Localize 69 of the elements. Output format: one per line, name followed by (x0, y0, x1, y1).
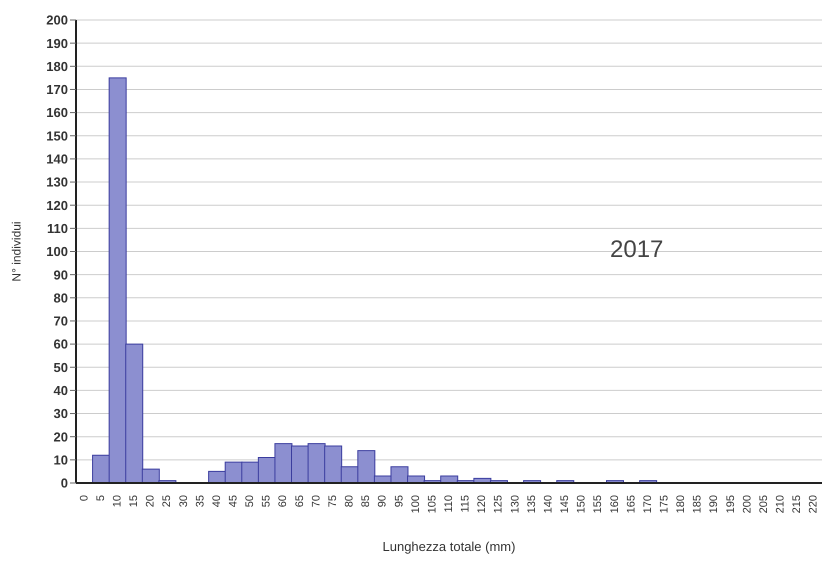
y-tick-label: 140 (46, 152, 68, 167)
annotation: 2017 (610, 236, 664, 264)
x-tick-label: 65 (294, 495, 306, 508)
x-tick-label: 30 (178, 495, 190, 508)
x-tick-label: 145 (559, 495, 572, 514)
x-tick-label: 40 (210, 495, 223, 508)
y-axis-title: N° individui (9, 221, 24, 282)
x-tick-label: 95 (393, 495, 406, 508)
y-tick-label: 60 (54, 336, 68, 352)
x-tick-label: 45 (227, 495, 240, 508)
x-tick-label: 75 (326, 495, 339, 508)
y-tick-label: 80 (54, 290, 68, 306)
x-tick-label: 155 (592, 495, 604, 514)
x-tick-label: 80 (344, 495, 356, 508)
x-tick-label: 165 (625, 495, 638, 514)
y-tick-label: 190 (46, 36, 68, 51)
x-tick-label: 125 (492, 495, 505, 514)
x-tick-label: 135 (526, 495, 538, 514)
x-tick-label: 220 (808, 495, 820, 514)
x-tick-label: 60 (277, 495, 290, 508)
y-tick-label: 130 (46, 174, 68, 190)
x-tick-label: 160 (608, 495, 621, 514)
y-tick-label: 120 (46, 198, 68, 213)
x-tick-label: 180 (675, 495, 688, 514)
x-tick-label: 90 (376, 495, 389, 508)
x-tick-label: 190 (708, 495, 720, 514)
y-tick-label: 10 (54, 452, 68, 468)
y-tick-label: 170 (46, 82, 68, 98)
x-tick-label: 195 (724, 495, 737, 514)
y-tick-label: 50 (54, 360, 68, 375)
x-tick-label: 25 (161, 495, 174, 508)
y-tick-label: 20 (54, 429, 68, 444)
x-tick-label: 150 (576, 495, 588, 514)
x-axis-title: Lunghezza totale (mm) (382, 539, 516, 554)
y-tick-label: 110 (47, 220, 68, 236)
x-tick-label: 185 (692, 495, 704, 514)
x-tick-label: 70 (310, 495, 322, 508)
y-tick-label: 30 (54, 406, 68, 422)
x-tick-label: 105 (426, 495, 438, 514)
x-tick-label: 205 (758, 495, 770, 514)
y-tick-label: 200 (46, 12, 68, 28)
y-tick-label: 0 (60, 476, 68, 491)
y-tick-label: 100 (46, 244, 68, 260)
y-tick-label: 150 (46, 128, 68, 144)
x-tick-label: 170 (642, 495, 654, 514)
x-tick-label: 50 (244, 495, 256, 508)
x-tick-label: 200 (741, 495, 754, 514)
x-tick-label: 15 (128, 495, 140, 508)
y-tick-label: 70 (54, 314, 68, 329)
x-tick-label: 140 (542, 495, 554, 514)
x-tick-label: 110 (443, 495, 455, 513)
x-tick-label: 130 (509, 495, 522, 514)
x-tick-label: 120 (476, 495, 488, 514)
x-tick-label: 175 (658, 495, 671, 514)
x-tick-label: 20 (144, 495, 157, 508)
x-tick-label: 0 (78, 495, 90, 502)
y-tick-label: 40 (54, 383, 68, 398)
y-tick-label: 160 (46, 105, 68, 120)
x-tick-label: 55 (260, 495, 273, 508)
y-tick-label: 180 (46, 58, 68, 74)
x-tick-label: 115 (460, 495, 472, 513)
x-tick-label: 35 (194, 495, 206, 508)
x-tick-label: 85 (360, 495, 372, 508)
x-tick-label: 210 (774, 495, 787, 514)
x-tick-label: 100 (410, 495, 422, 514)
x-tick-label: 215 (791, 495, 804, 514)
y-tick-label: 90 (54, 267, 68, 282)
x-tick-label: 10 (111, 495, 124, 508)
x-tick-label: 5 (94, 495, 107, 502)
